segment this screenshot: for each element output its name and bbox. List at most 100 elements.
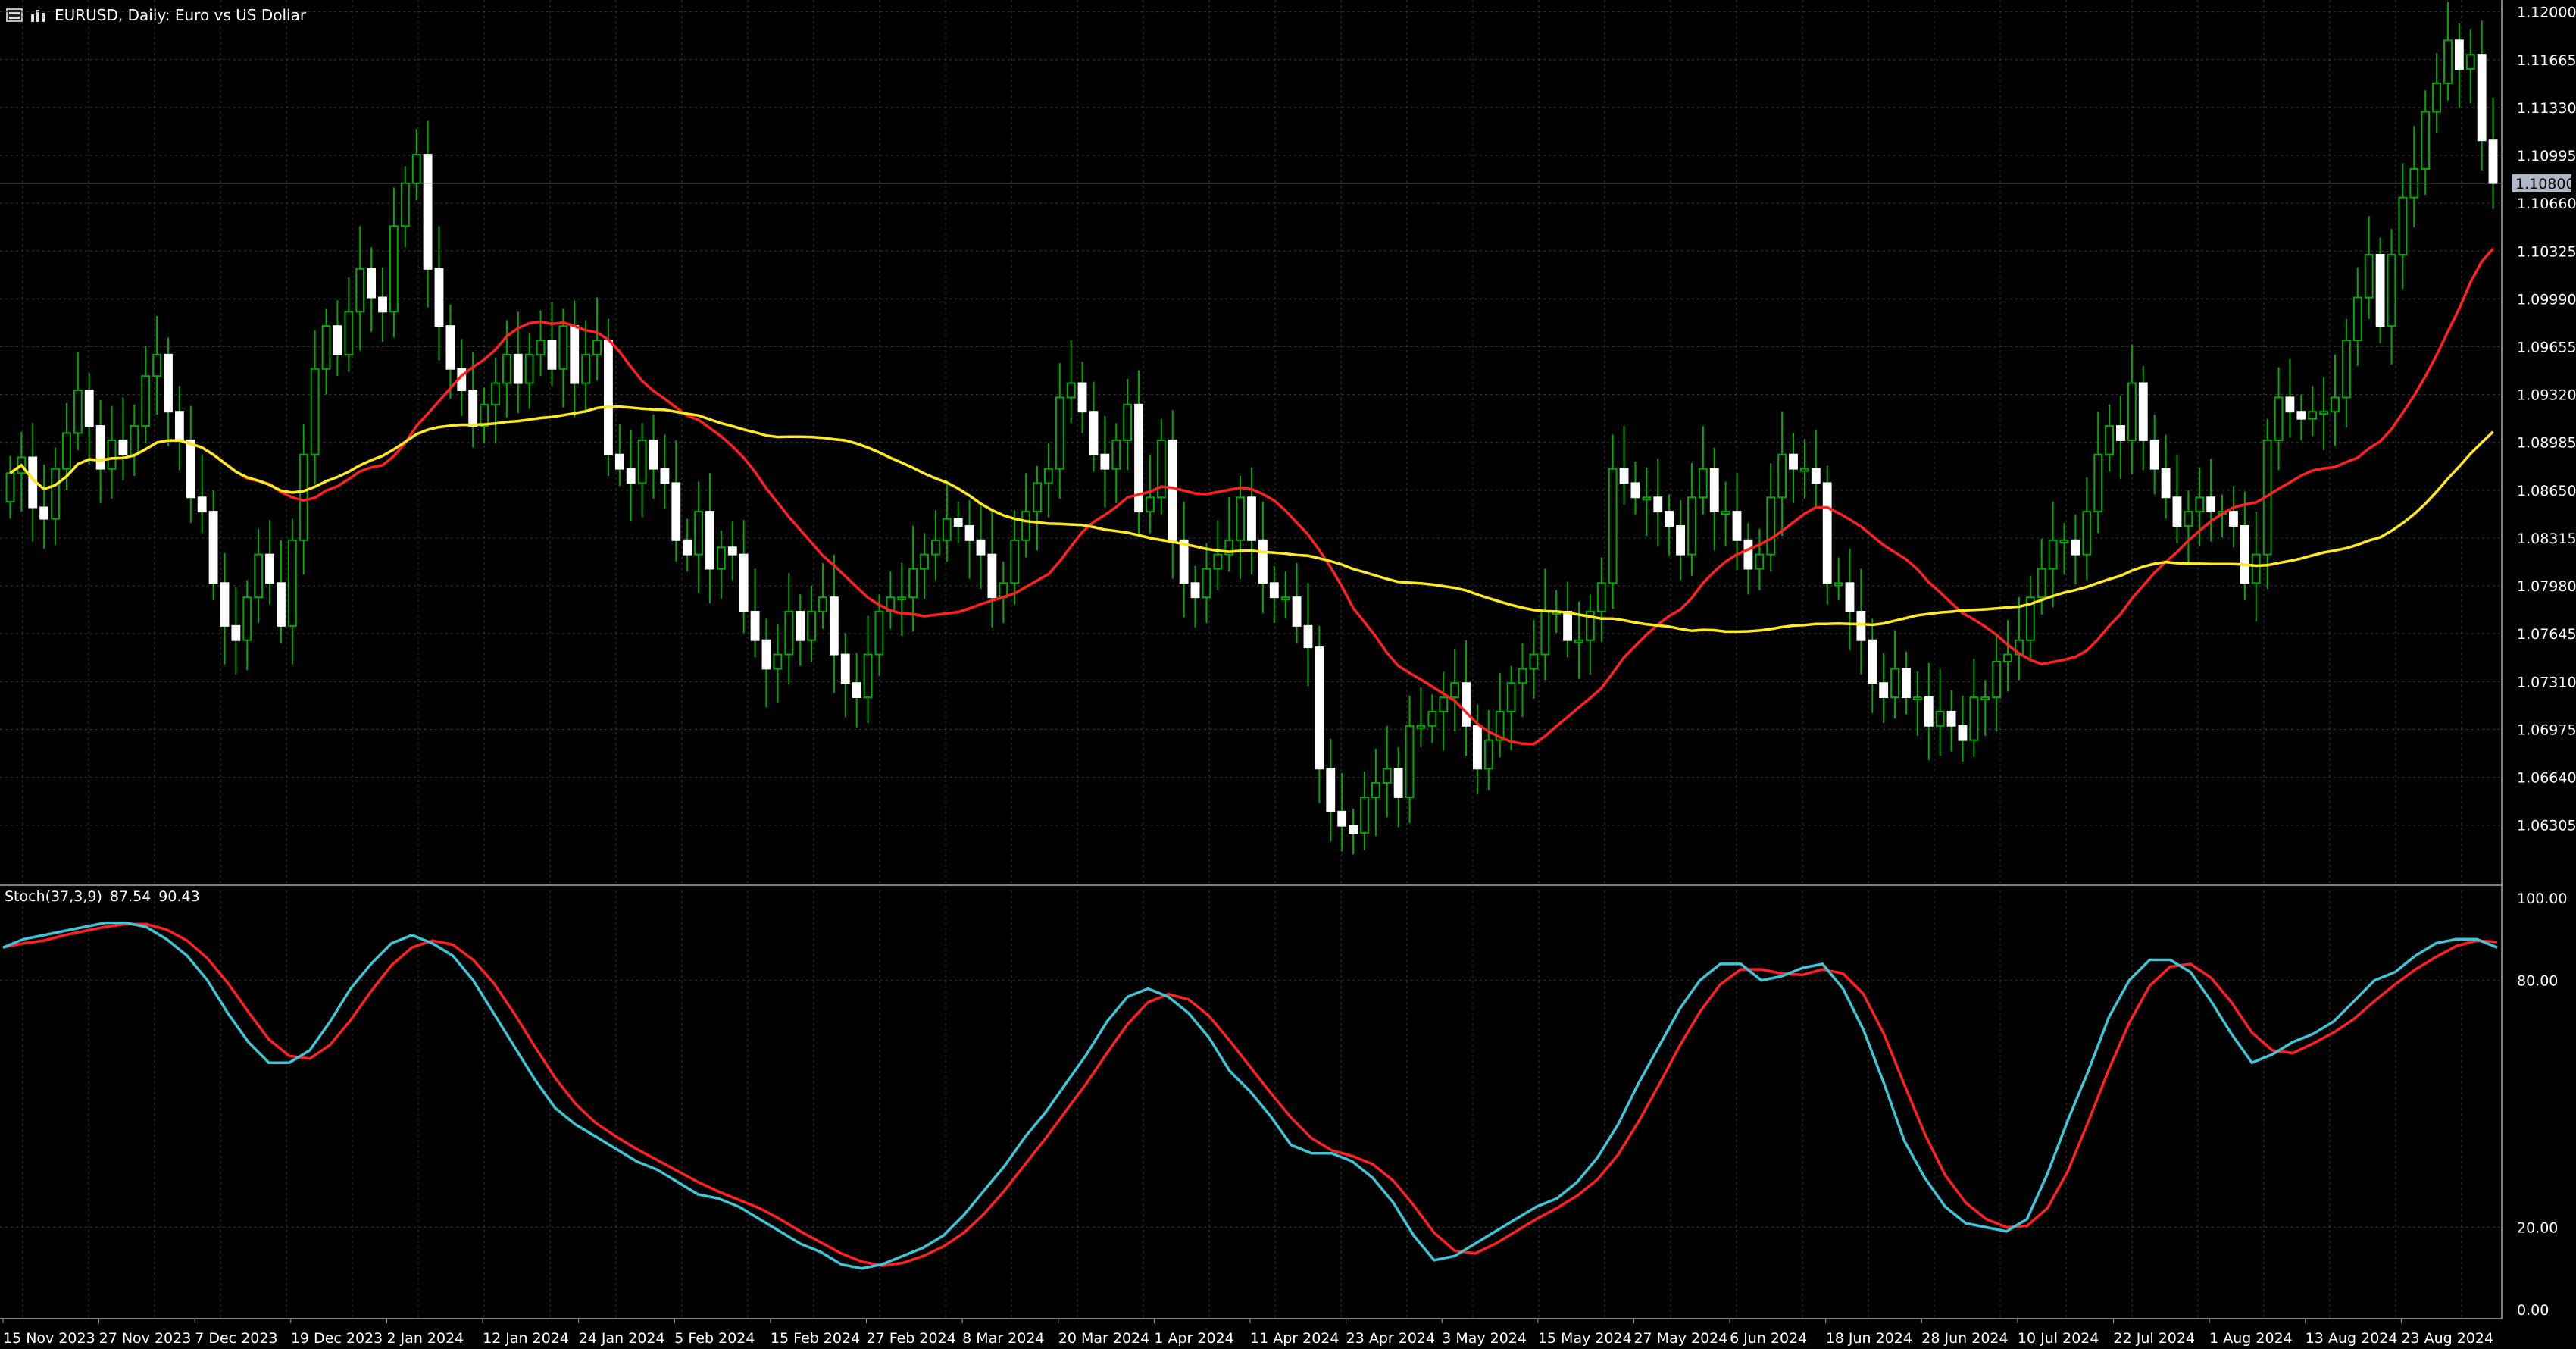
date-tick-label: 6 Jun 2024 [1730, 1330, 1807, 1347]
date-tick-label: 3 May 2024 [1442, 1330, 1527, 1347]
candle-body [761, 639, 771, 670]
candle-body [796, 611, 805, 641]
candle-body [107, 439, 117, 470]
candles [5, 2, 2498, 855]
indicator-label: Stoch(37,3,9) 87.54 90.43 [5, 888, 208, 905]
candle-body [1935, 710, 1945, 727]
candle-body [2161, 468, 2171, 499]
candle-body [2477, 54, 2487, 142]
candle-body [2364, 253, 2374, 299]
candle-body [2093, 453, 2103, 513]
candle-body [2025, 596, 2035, 641]
chart-title-bar: EURUSD, Daily: Euro vs US Dollar [6, 5, 306, 26]
candle-body [1010, 539, 1020, 584]
candle-body [152, 353, 162, 377]
candle-body [1427, 710, 1437, 727]
date-tick-label: 23 Aug 2024 [2401, 1330, 2493, 1347]
price-tick-label: 1.11665 [2517, 52, 2576, 69]
candle-body [1732, 511, 1742, 541]
candle-body [694, 511, 704, 556]
candle-body [2240, 524, 2249, 584]
candle-body [592, 340, 602, 355]
price-tick-label: 1.08985 [2517, 435, 2576, 452]
candle-body [1868, 639, 1877, 684]
candle-body [2443, 39, 2453, 84]
candle-body [863, 653, 873, 699]
candle-body [367, 268, 377, 299]
candle-body [626, 468, 636, 484]
date-tick-label: 18 Jun 2024 [1826, 1330, 1912, 1347]
candle-body [287, 539, 297, 627]
candle-body [750, 611, 760, 641]
symbol-title: EURUSD, Daily: Euro vs US Dollar [55, 6, 307, 24]
candle-body [1585, 611, 1595, 641]
date-tick-label: 28 Jun 2024 [1921, 1330, 2008, 1347]
candle-body [716, 546, 726, 570]
candle-body [254, 553, 264, 599]
candle-body [1337, 810, 1347, 827]
candle-body [277, 582, 286, 627]
stoch-tick-label: 80.00 [2517, 973, 2558, 990]
candle-body [2251, 553, 2261, 584]
candle-body [1066, 382, 1076, 399]
candle-body [197, 496, 207, 513]
candle-body [73, 389, 83, 434]
date-tick-label: 10 Jul 2024 [2018, 1330, 2099, 1347]
candle-body [2105, 425, 2115, 455]
candle-body [649, 439, 658, 470]
candle-body [2127, 382, 2137, 441]
candle-body [1653, 496, 1663, 513]
candle-body [62, 432, 71, 470]
candle-body [118, 439, 128, 455]
bar-chart-icon[interactable] [30, 8, 47, 22]
candle-body [1506, 682, 1516, 712]
candle-body [942, 518, 952, 541]
candle-body [2172, 496, 2182, 527]
price-tick-label: 1.10660 [2517, 196, 2576, 212]
candle-body [84, 389, 94, 427]
candle-body [333, 325, 342, 355]
candle-body [186, 439, 195, 499]
price-tick-label: 1.07645 [2517, 626, 2576, 643]
candle-body [1202, 568, 1211, 599]
price-tick-label: 1.11330 [2517, 100, 2576, 117]
candle-body [1619, 468, 1629, 484]
candle-body [920, 553, 929, 570]
candle-body [434, 268, 444, 327]
candle-body [389, 225, 399, 313]
date-tick-label: 8 Mar 2024 [962, 1330, 1044, 1347]
candle-body [784, 611, 794, 656]
candle-body [2149, 439, 2159, 470]
candle-body [1349, 825, 1358, 834]
candle-body [1811, 468, 1821, 484]
candle-body [558, 325, 568, 370]
candle-body [660, 468, 670, 484]
candle-body [1382, 768, 1392, 784]
candle-body [2331, 396, 2340, 413]
date-tick-label: 27 Feb 2024 [867, 1330, 956, 1347]
candle-body [174, 411, 184, 441]
date-tick-label: 13 Aug 2024 [2306, 1330, 2398, 1347]
candle-body [1608, 468, 1618, 584]
candle-body [1450, 682, 1460, 699]
candle-body [2465, 54, 2475, 70]
date-tick-label: 7 Dec 2023 [195, 1330, 277, 1347]
date-tick-label: 5 Feb 2024 [674, 1330, 755, 1347]
indicator-signal-value: 90.43 [158, 888, 200, 905]
candle-body [1405, 725, 1415, 798]
candle-body [1134, 403, 1143, 513]
candle-body [1902, 668, 1911, 699]
candle-body [2048, 539, 2058, 570]
candle-body [1518, 668, 1527, 684]
candle-body [1969, 696, 1979, 741]
candle-body [1879, 682, 1889, 699]
candle-body [39, 506, 49, 520]
candle-body [208, 511, 218, 584]
candle-body [1033, 482, 1042, 513]
candle-body [502, 353, 511, 384]
date-tick-label: 15 Feb 2024 [771, 1330, 860, 1347]
window-menu-icon[interactable] [6, 8, 23, 22]
candle-body [1540, 611, 1550, 656]
candle-body [1834, 582, 1843, 587]
